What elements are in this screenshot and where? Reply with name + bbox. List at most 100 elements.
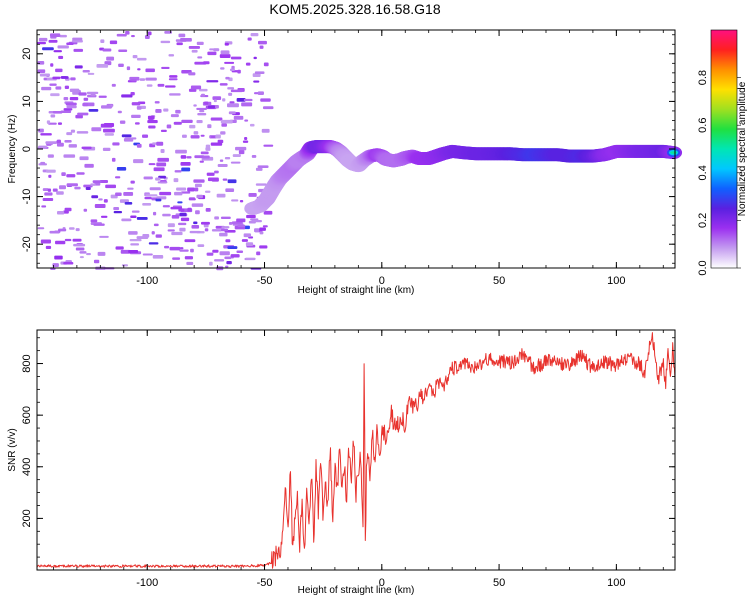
snr-panel: -100 -50 0 50 100 200 400 600 800 Height of str…: [7, 329, 676, 596]
heatmap-cell: [204, 228, 209, 232]
heatmap-cell: [197, 113, 207, 116]
heatmap-cell: [251, 220, 262, 223]
heatmap-cell: [230, 89, 243, 93]
heatmap-cell: [202, 155, 210, 159]
heatmap-cell: [191, 203, 204, 207]
heatmap-cell: [164, 245, 170, 249]
heatmap-cell: [217, 139, 224, 144]
heatmap-cell: [159, 191, 172, 196]
heatmap-cell: [50, 93, 60, 97]
heatmap-cell: [176, 42, 183, 46]
heatmap-cell: [131, 102, 141, 106]
heatmap-cell: [241, 102, 253, 107]
heatmap-cell: [211, 229, 222, 232]
heatmap-cell: [189, 230, 201, 234]
heatmap-cell: [73, 48, 84, 52]
heatmap-cell: [142, 134, 149, 138]
heatmap-cell: [226, 261, 232, 265]
heatmap-cell: [214, 216, 219, 220]
colorbar-tick-label: 0.2: [697, 213, 709, 228]
y-tick-label: 800: [21, 354, 33, 372]
heatmap-cell: [258, 40, 267, 45]
heatmap-cell: [98, 198, 103, 201]
heatmap-cell: [86, 91, 99, 95]
heatmap-cell: [127, 187, 134, 190]
heatmap-cell: [194, 187, 199, 192]
heatmap-cell: [153, 167, 165, 172]
heatmap-cell: [207, 124, 212, 129]
snr-y-ticks: 200 400 600 800: [21, 337, 675, 558]
heatmap-cell: [81, 146, 92, 150]
heatmap-cell: [62, 227, 66, 230]
spectrogram-x-ticks: -100 -50 0 50 100: [53, 30, 664, 287]
heatmap-cell: [66, 42, 74, 45]
heatmap-cell: [103, 199, 108, 203]
x-tick-label: -100: [136, 275, 158, 287]
heatmap-cell: [242, 140, 249, 143]
heatmap-cell: [167, 223, 175, 228]
heatmap-cell: [203, 61, 210, 65]
colorbar-tick-label: 0.0: [697, 260, 709, 275]
heatmap-cell: [134, 122, 140, 125]
heatmap-cell: [224, 42, 229, 46]
heatmap-cell: [263, 62, 269, 67]
heatmap-cell: [145, 194, 158, 197]
heatmap-cell: [100, 215, 108, 218]
heatmap-cell: [262, 225, 268, 228]
y-tick-label: 10: [21, 95, 33, 107]
x-tick-label: 0: [379, 275, 385, 287]
heatmap-cell: [206, 172, 215, 176]
heatmap-cell: [188, 198, 196, 201]
heatmap-cell: [175, 109, 181, 114]
heatmap-cell: [181, 167, 191, 172]
heatmap-cell: [220, 216, 231, 220]
heatmap-cell: [231, 199, 239, 202]
heatmap-cell: [200, 151, 209, 155]
heatmap-cell: [205, 144, 211, 149]
heatmap-cell: [169, 75, 178, 78]
heatmap-cell: [121, 134, 132, 138]
heatmap-cell: [103, 128, 115, 133]
heatmap-cell: [42, 188, 49, 192]
heatmap-cell: [56, 210, 65, 215]
heatmap-cell: [124, 137, 137, 140]
heatmap-cell: [249, 123, 255, 127]
heatmap-cell: [230, 161, 241, 164]
heatmap-cell: [187, 187, 195, 192]
heatmap-cell: [123, 191, 134, 196]
heatmap-cell: [58, 228, 67, 232]
heatmap-cell: [160, 40, 171, 44]
heatmap-cell: [112, 142, 120, 146]
heatmap-cell: [220, 119, 233, 124]
heatmap-cell: [253, 56, 257, 60]
heatmap-cell: [221, 123, 227, 127]
heatmap-cell: [113, 211, 123, 214]
heatmap-cell: [88, 108, 99, 112]
heatmap-cell: [259, 231, 264, 235]
heatmap-cell: [115, 176, 121, 179]
snr-x-label: Height of straight line (km): [298, 585, 415, 596]
heatmap-cell: [179, 212, 187, 217]
heatmap-cell: [146, 84, 153, 87]
heatmap-cell: [256, 251, 261, 256]
heatmap-cell: [197, 244, 205, 248]
heatmap-cell: [136, 57, 147, 61]
heatmap-cell: [72, 37, 83, 41]
heatmap-cell: [48, 39, 58, 43]
heatmap-cell: [90, 93, 96, 97]
heatmap-cell: [54, 255, 63, 260]
heatmap-cell: [197, 56, 203, 59]
heatmap-cell: [128, 250, 139, 253]
heatmap-cell: [47, 188, 52, 192]
heatmap-cell: [86, 253, 91, 256]
heatmap-cell: [49, 230, 60, 234]
heatmap-cell: [227, 246, 238, 250]
heatmap-cell: [253, 80, 260, 83]
colorbar-tick-label: 0.6: [697, 118, 709, 133]
heatmap-cell: [120, 249, 131, 254]
heatmap-cell: [193, 179, 205, 183]
heatmap-cell: [259, 245, 268, 249]
heatmap-cell: [175, 149, 187, 154]
heatmap-cell: [136, 106, 142, 110]
heatmap-cell: [173, 178, 179, 183]
